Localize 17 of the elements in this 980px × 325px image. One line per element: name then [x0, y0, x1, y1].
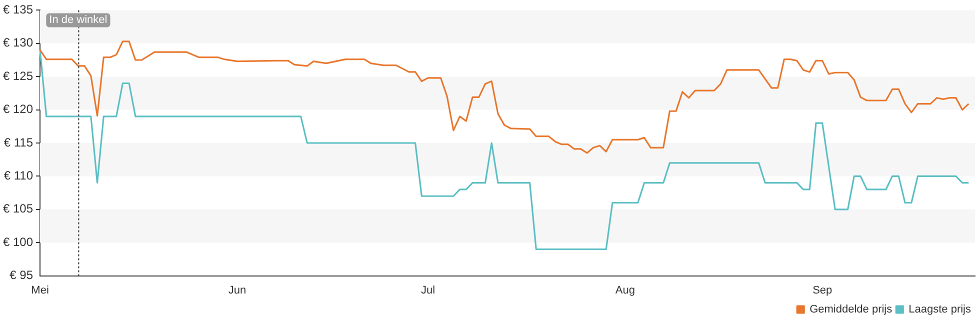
legend-label: Gemiddelde prijs: [810, 304, 893, 316]
y-tick-label: € 130: [3, 36, 34, 50]
x-tick-label: Jun: [228, 284, 246, 296]
x-tick-label: Jul: [420, 284, 436, 296]
x-tick-label: Aug: [615, 284, 635, 296]
y-tick-label: € 120: [3, 102, 34, 116]
y-tick-label: € 115: [4, 135, 34, 150]
x-tick-label: Sep: [812, 284, 832, 296]
ref-line-label: In de winkel: [49, 14, 108, 26]
legend-label: Laagste prijs: [908, 304, 972, 316]
y-tick-label: € 125: [3, 68, 34, 83]
y-tick-label: € 95: [10, 268, 34, 282]
y-tick-label: € 100: [3, 234, 34, 249]
y-tick-label: € 105: [3, 202, 34, 216]
x-tick-label: Mei: [31, 284, 49, 296]
y-tick-label: € 135: [3, 2, 34, 17]
y-tick-label: € 110: [4, 168, 34, 183]
